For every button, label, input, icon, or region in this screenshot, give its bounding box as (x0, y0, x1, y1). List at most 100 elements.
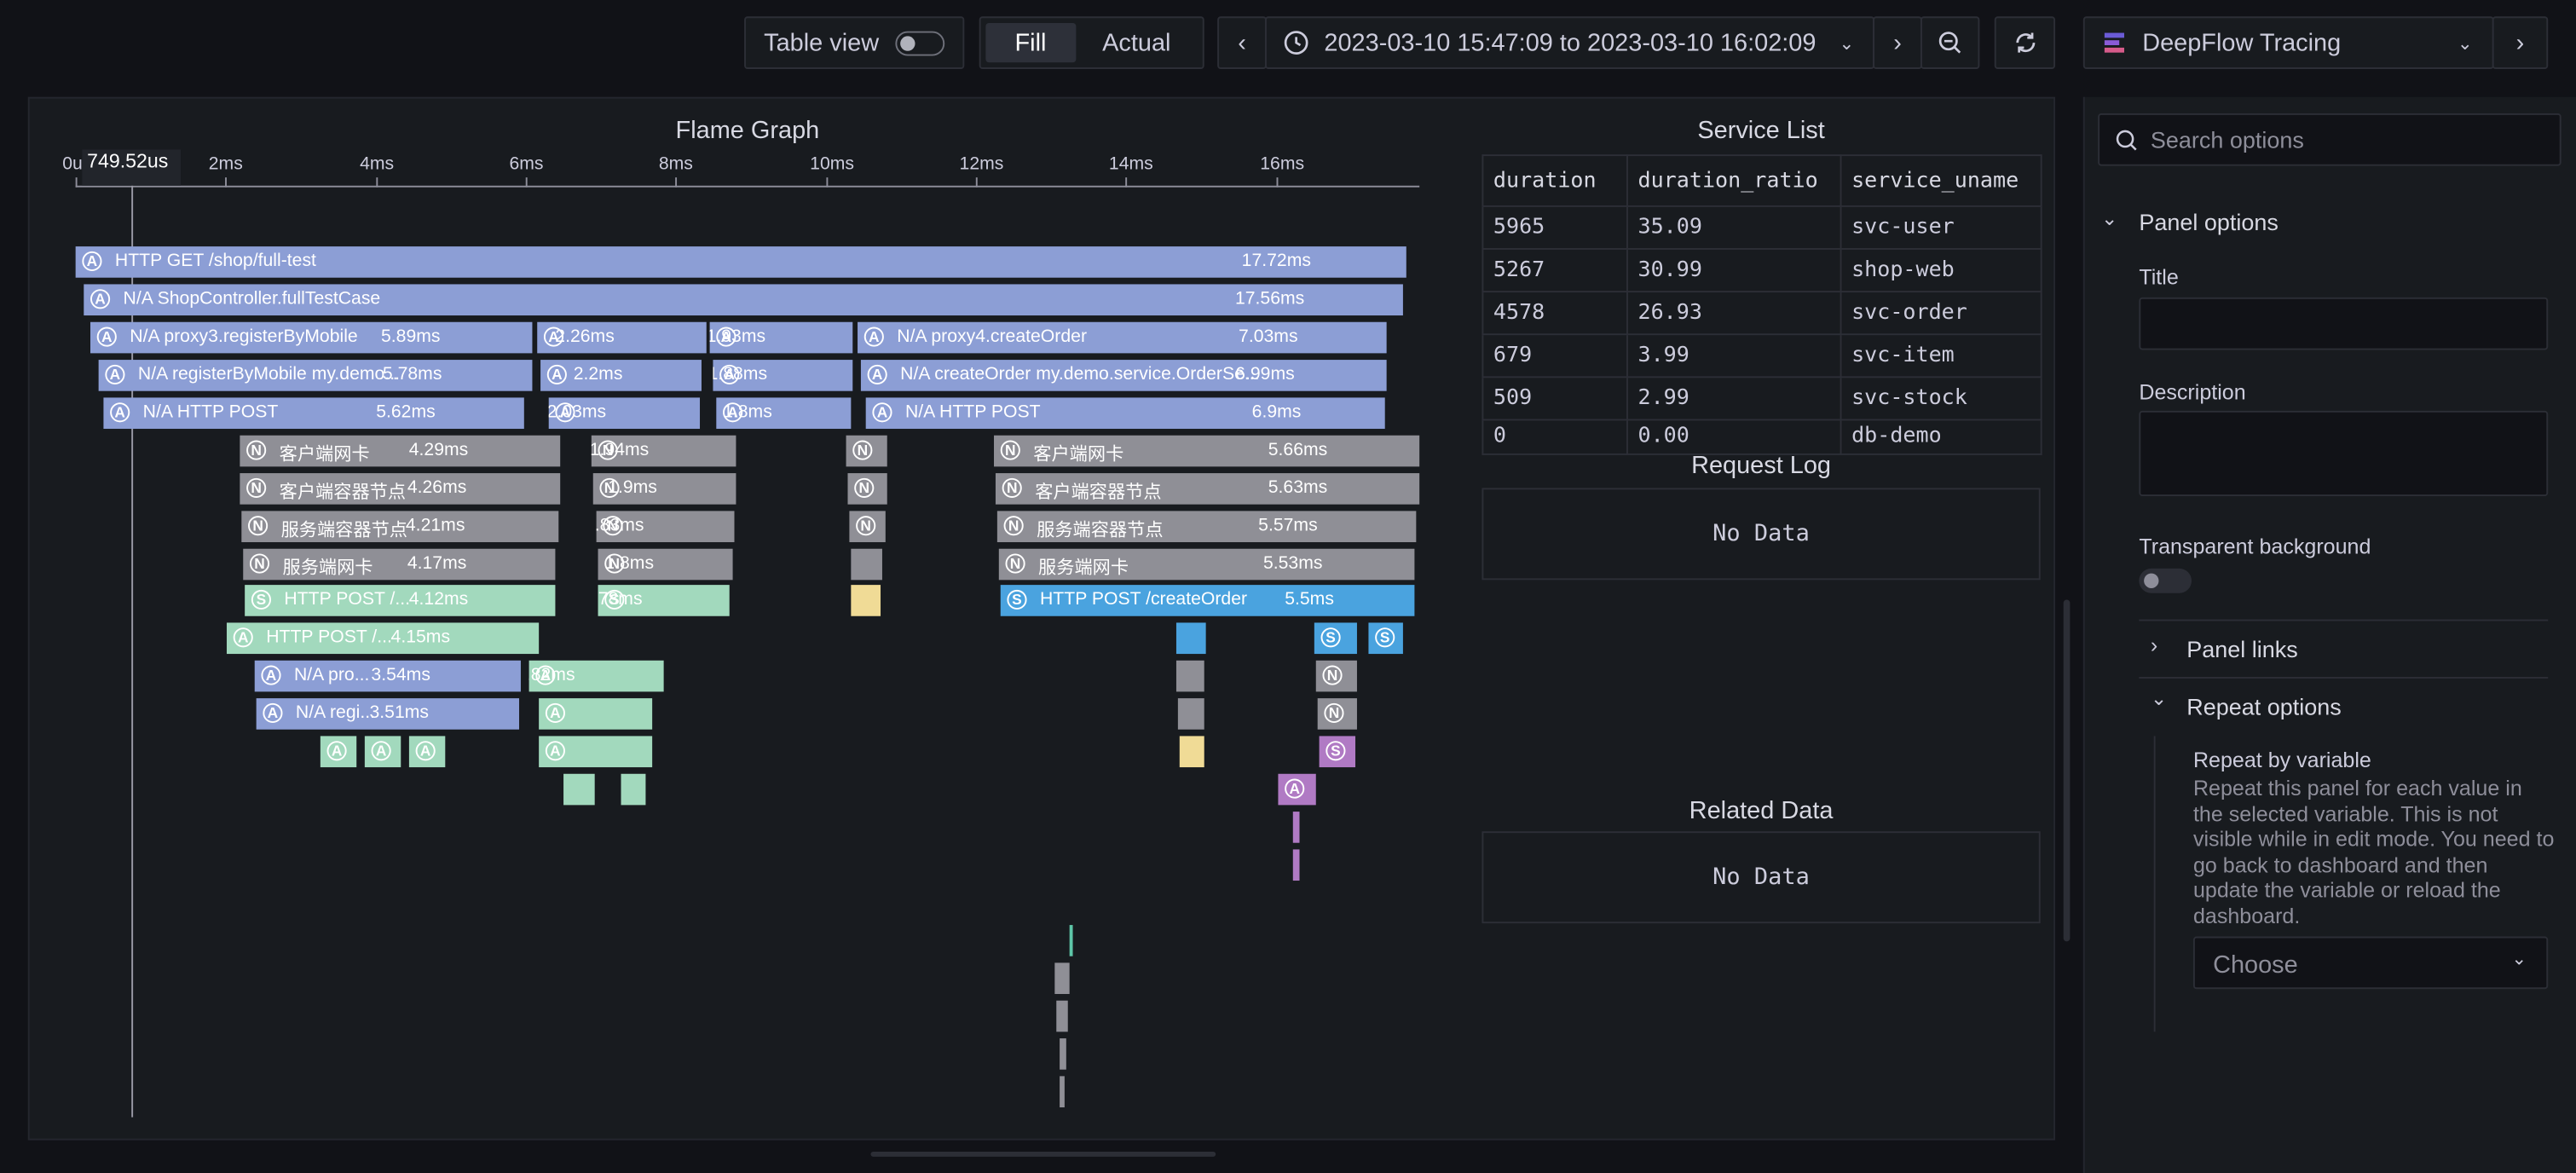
flame-bar[interactable] (1060, 1076, 1065, 1108)
flame-bar[interactable]: S (1319, 736, 1356, 768)
table-view-toggle[interactable]: Table view (744, 16, 965, 69)
flame-bar[interactable]: A (1278, 773, 1316, 806)
flame-bar[interactable] (563, 773, 595, 806)
flame-bar[interactable] (1056, 1000, 1068, 1032)
actual-button[interactable]: Actual (1102, 28, 1171, 57)
flame-bar[interactable]: A HTTP POST /... 4.15ms (226, 622, 540, 655)
flame-bar[interactable]: S HTTP POST /... 4.12ms (245, 585, 556, 616)
flame-bar[interactable]: A (408, 736, 446, 768)
search-options-input[interactable]: Search options (2098, 113, 2562, 166)
repeat-variable-select[interactable]: Choose ⌄ (2192, 936, 2549, 990)
datasource-next-button[interactable]: › (2492, 16, 2549, 69)
flame-bar[interactable]: A 1.8ms (716, 397, 852, 430)
panel-resize-handle[interactable] (870, 1152, 1216, 1157)
flame-bar[interactable] (621, 773, 646, 806)
flame-bar[interactable] (851, 585, 881, 616)
flame-bar[interactable]: A1.82ms (528, 660, 664, 692)
table-cell: 5267 (1481, 248, 1628, 293)
flame-bar-duration: 2.03ms (548, 402, 607, 423)
flame-bar[interactable]: A N/A HTTP POST 6.9ms (865, 397, 1385, 430)
table-row[interactable]: 679 3.99 svc-item (1481, 333, 2042, 378)
flame-bar[interactable]: A (539, 698, 653, 730)
flame-bar[interactable] (1175, 622, 1206, 655)
flame-bar[interactable]: N 服务端容器节点 5.57ms (996, 511, 1417, 543)
flame-bar[interactable]: N 1.94ms (591, 435, 736, 467)
flame-bar[interactable]: A N/A proxy3.registerByMobile 5.89ms (90, 321, 533, 354)
panel-options-header[interactable]: ⌄ Panel options (2101, 207, 2562, 240)
panel-links-header[interactable]: › Panel links (2151, 633, 2545, 666)
flame-bar[interactable]: A N/A createOrder my.demo.service.OrderSe… (860, 360, 1387, 391)
flame-bar[interactable]: A (320, 736, 357, 768)
flame-bar[interactable]: A N/A regi... 3.51ms (256, 698, 520, 730)
flame-bar[interactable]: A 2.03ms (548, 397, 701, 430)
flame-bar[interactable] (1292, 849, 1300, 881)
flame-bar[interactable] (851, 548, 882, 581)
flame-bar[interactable]: A N/A registerByMobile my.demo... 5.78ms (98, 360, 533, 391)
datasource-picker[interactable]: DeepFlow Tracing ⌄ (2082, 16, 2494, 69)
flame-bar-name: 服务端网卡 (1038, 558, 1129, 579)
table-row[interactable]: 5267 30.99 shop-web (1481, 248, 2042, 293)
flame-bar[interactable]: N 客户端容器节点 4.26ms (240, 473, 561, 505)
flame-bar[interactable] (1292, 812, 1300, 843)
flame-bar[interactable]: N 客户端网卡 5.66ms (994, 435, 1420, 467)
flame-bar[interactable]: N (846, 435, 887, 467)
flame-bar[interactable]: N 1.9ms (592, 473, 736, 505)
flame-bar[interactable] (1179, 736, 1204, 768)
flame-bar[interactable]: N 服务端网卡 5.53ms (998, 548, 1415, 581)
flame-bar[interactable]: N 客户端容器节点 5.63ms (995, 473, 1420, 505)
table-row[interactable]: 4578 26.93 svc-order (1481, 291, 2042, 336)
description-textarea[interactable] (2139, 410, 2549, 497)
flame-bar[interactable]: A 2.2ms (540, 360, 702, 391)
table-row[interactable]: 0 0.00 db-demo (1481, 419, 2042, 455)
flame-bar[interactable]: A 1.88ms (713, 360, 853, 391)
flame-bar[interactable]: S1.78ms (598, 585, 730, 616)
flame-bar[interactable]: A HTTP GET /shop/full-test 17.72ms (75, 246, 1406, 278)
flame-bar[interactable]: N (847, 473, 887, 505)
flame-bar[interactable] (1060, 1038, 1066, 1070)
flame-bar[interactable]: N (1317, 698, 1357, 730)
flame-bar[interactable]: A 1.93ms (709, 321, 853, 354)
flame-bar[interactable]: A (364, 736, 401, 768)
flame-bar[interactable]: A N/A ShopController.fullTestCase 17.56ms (84, 284, 1403, 316)
flame-bar[interactable]: N (1315, 660, 1357, 692)
table-view-switch[interactable] (895, 30, 945, 55)
span-type-icon: N (249, 553, 270, 574)
fill-button[interactable]: Fill (985, 22, 1076, 63)
refresh-button[interactable] (1994, 16, 2056, 69)
table-row[interactable]: 5965 35.09 svc-user (1481, 205, 2042, 250)
table-header-cell[interactable]: duration_ratio (1626, 154, 1842, 207)
flame-bar[interactable]: N 服务端容器节点 4.21ms (241, 511, 559, 543)
table-row[interactable]: 509 2.99 svc-stock (1481, 376, 2042, 421)
time-forward-button[interactable]: › (1873, 16, 1922, 69)
zoom-out-button[interactable] (1920, 16, 1980, 69)
flame-bar[interactable] (1177, 698, 1204, 730)
chevron-down-icon: ⌄ (2511, 949, 2527, 970)
time-back-button[interactable]: ‹ (1217, 16, 1267, 69)
flame-bar[interactable] (1054, 962, 1070, 995)
flame-bar[interactable] (1069, 925, 1073, 956)
flame-bar[interactable]: A N/A pro... 3.54ms (254, 660, 521, 692)
flame-bar[interactable]: A 2.26ms (537, 321, 707, 354)
flame-bar[interactable]: A N/A HTTP POST 5.62ms (103, 397, 524, 430)
flame-bar[interactable]: S (1314, 622, 1357, 655)
flame-bar-duration: 4.15ms (390, 627, 451, 648)
span-type-icon: N (598, 440, 618, 460)
section-divider (2139, 677, 2549, 679)
flame-bar[interactable]: N 1.8ms (598, 548, 733, 581)
title-input[interactable] (2139, 297, 2549, 350)
vertical-scrollbar[interactable] (2063, 599, 2071, 942)
flame-bar[interactable]: N 服务端网卡 4.17ms (243, 548, 556, 581)
table-header-cell[interactable]: service_uname (1840, 154, 2042, 207)
flame-bar[interactable]: N (849, 511, 886, 543)
table-header-cell[interactable]: duration (1481, 154, 1628, 207)
flame-bar[interactable]: S (1368, 622, 1403, 655)
flame-bar[interactable]: N 客户端网卡 4.29ms (240, 435, 561, 467)
flame-bar[interactable]: A N/A proxy4.createOrder 7.03ms (858, 321, 1387, 354)
flame-bar[interactable] (1175, 660, 1204, 692)
flame-bar[interactable]: N1.83ms (596, 511, 735, 543)
flame-bar[interactable]: S HTTP POST /createOrder 5.5ms (1000, 585, 1415, 616)
time-picker-button[interactable]: 2023-03-10 15:47:09 to 2023-03-10 16:02:… (1265, 16, 1875, 69)
transparent-toggle[interactable] (2139, 568, 2192, 593)
repeat-options-header[interactable]: ⌄ Repeat options (2151, 687, 2545, 723)
flame-bar[interactable]: A (539, 736, 653, 768)
